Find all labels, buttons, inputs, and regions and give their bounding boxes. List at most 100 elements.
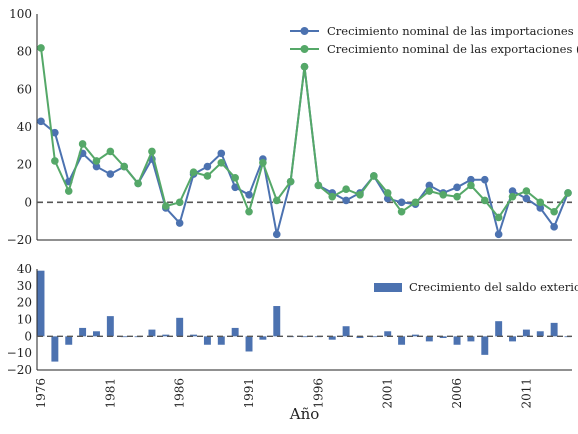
data-point-exportaciones xyxy=(107,148,115,156)
legend-label-0: Crecimiento nominal de las importaciones… xyxy=(327,24,578,38)
bar-saldo-exterior xyxy=(107,316,114,336)
legend-label-1: Crecimiento nominal de las exportaciones… xyxy=(327,42,578,56)
data-point-importaciones xyxy=(481,176,489,184)
data-point-importaciones xyxy=(176,219,184,227)
bar-saldo-exterior xyxy=(343,326,350,336)
data-point-exportaciones xyxy=(190,168,198,176)
legend-marker-1 xyxy=(301,45,309,53)
top-legend: Crecimiento nominal de las importaciones… xyxy=(290,24,578,56)
bar-saldo-exterior xyxy=(93,331,100,336)
bottom-legend: Crecimiento del saldo exterior xyxy=(374,280,578,294)
bar-saldo-exterior xyxy=(148,330,155,337)
top-y-tick-label: 20 xyxy=(17,158,32,172)
data-point-exportaciones xyxy=(536,199,544,207)
bar-saldo-exterior xyxy=(481,336,488,355)
bar-saldo-exterior xyxy=(523,330,530,337)
data-point-exportaciones xyxy=(523,187,531,195)
data-point-exportaciones xyxy=(467,182,475,190)
legend-marker-0 xyxy=(301,27,309,35)
bottom-y-tick-label: 30 xyxy=(17,279,32,293)
data-point-importaciones xyxy=(550,223,558,231)
bar-saldo-exterior xyxy=(398,336,405,344)
data-point-importaciones xyxy=(37,118,45,126)
data-point-exportaciones xyxy=(51,157,59,165)
top-y-tick-label: −20 xyxy=(7,233,32,247)
x-tick-label: 1996 xyxy=(311,378,325,409)
bar-saldo-exterior xyxy=(232,328,239,336)
bar-saldo-exterior xyxy=(176,318,183,337)
x-tick-label: 2011 xyxy=(519,378,533,409)
legend-label-saldo: Crecimiento del saldo exterior xyxy=(409,280,578,294)
data-point-importaciones xyxy=(342,197,350,205)
data-point-exportaciones xyxy=(453,193,461,201)
data-point-exportaciones xyxy=(509,193,517,201)
data-point-importaciones xyxy=(204,163,212,171)
data-point-exportaciones xyxy=(564,189,572,197)
top-panel: 100 80 60 40 20 0 −20 Crecimiento nominal de la… xyxy=(7,7,578,247)
bar-saldo-exterior xyxy=(495,321,502,336)
x-tick-label: 2001 xyxy=(381,378,395,409)
series-line-importaciones xyxy=(41,67,568,235)
bottom-panel: 403020100−10−20Crecimiento del saldo ext… xyxy=(7,262,578,423)
top-y-tick-label: 60 xyxy=(17,82,32,96)
bar-saldo-exterior xyxy=(454,336,461,344)
legend-swatch-saldo xyxy=(374,283,402,292)
x-tick-label: 1991 xyxy=(242,378,256,409)
data-point-importaciones xyxy=(453,183,461,191)
x-tick-label: 1981 xyxy=(103,378,117,409)
bottom-y-tick-label: 10 xyxy=(17,313,32,327)
data-point-exportaciones xyxy=(162,202,170,210)
data-point-exportaciones xyxy=(342,185,350,193)
x-axis-title: Año xyxy=(289,405,320,423)
bar-saldo-exterior xyxy=(79,328,86,336)
data-point-importaciones xyxy=(273,231,281,239)
data-point-importaciones xyxy=(495,231,503,239)
data-point-exportaciones xyxy=(384,189,392,197)
data-point-exportaciones xyxy=(148,148,156,156)
data-point-exportaciones xyxy=(301,63,309,71)
data-point-exportaciones xyxy=(328,193,336,201)
bar-saldo-exterior xyxy=(509,336,516,341)
data-point-exportaciones xyxy=(398,208,406,216)
bar-saldo-exterior xyxy=(218,336,225,344)
data-point-exportaciones xyxy=(204,172,212,180)
data-point-exportaciones xyxy=(412,199,420,207)
data-point-exportaciones xyxy=(65,187,73,195)
top-y-tick-label: 40 xyxy=(17,120,32,134)
data-point-exportaciones xyxy=(273,197,281,205)
bar-saldo-exterior xyxy=(551,323,558,336)
data-point-exportaciones xyxy=(120,163,128,171)
bar-saldo-exterior xyxy=(246,336,253,351)
data-point-exportaciones xyxy=(426,187,434,195)
data-point-exportaciones xyxy=(481,197,489,205)
bar-saldo-exterior xyxy=(65,336,72,344)
bar-saldo-exterior xyxy=(384,331,391,336)
data-point-exportaciones xyxy=(93,157,101,165)
data-point-exportaciones xyxy=(134,180,142,188)
data-point-importaciones xyxy=(245,191,253,199)
data-point-exportaciones xyxy=(245,208,253,216)
data-point-importaciones xyxy=(523,195,531,203)
bottom-y-tick-label: 20 xyxy=(17,296,32,310)
top-y-tick-label: 0 xyxy=(24,195,32,209)
bar-saldo-exterior xyxy=(204,336,211,344)
bar-saldo-exterior xyxy=(38,271,45,337)
bar-saldo-exterior xyxy=(467,336,474,341)
data-point-exportaciones xyxy=(550,208,558,216)
data-point-exportaciones xyxy=(176,199,184,207)
top-y-tick-label: 80 xyxy=(17,45,32,59)
x-tick-label: 1986 xyxy=(173,378,187,409)
bottom-y-tick-label: 40 xyxy=(17,262,32,276)
data-point-importaciones xyxy=(217,150,225,158)
bottom-y-tick-label: 0 xyxy=(24,329,32,343)
top-y-tick-label: 100 xyxy=(9,7,32,21)
x-tick-label: 2006 xyxy=(450,378,464,409)
x-tick-label: 1976 xyxy=(34,378,48,409)
data-point-exportaciones xyxy=(259,159,267,167)
data-point-exportaciones xyxy=(287,178,295,186)
data-point-exportaciones xyxy=(79,140,87,148)
bottom-y-tick-label: −10 xyxy=(7,346,32,360)
data-point-exportaciones xyxy=(315,182,323,190)
